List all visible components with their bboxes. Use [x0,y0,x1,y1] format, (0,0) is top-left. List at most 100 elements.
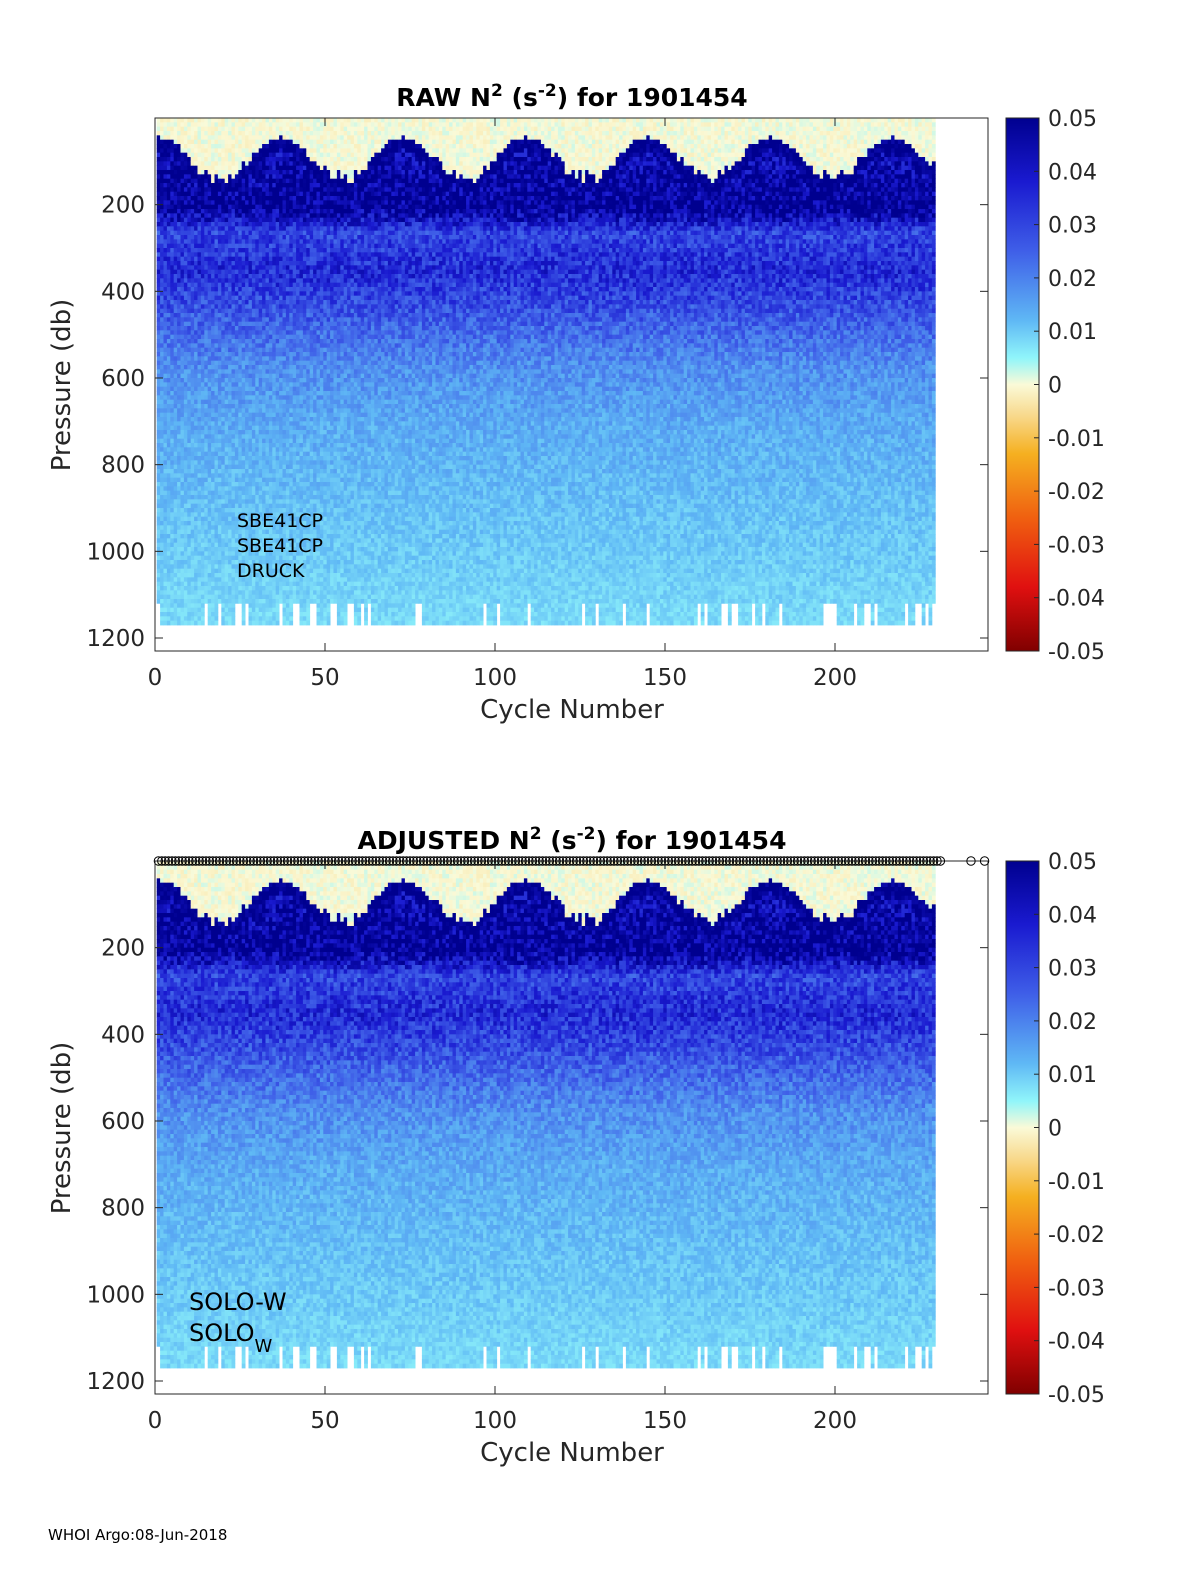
heatmap-cell [174,517,178,522]
heatmap-cell [177,469,181,474]
heatmap-cell [174,317,178,322]
heatmap-cell [164,183,168,188]
heatmap-cell [174,200,178,205]
heatmap-cell [167,174,171,179]
heatmap-cell [170,495,174,500]
heatmap-cell [164,616,168,621]
heatmap-cell [167,465,171,470]
heatmap-cell [170,296,174,301]
heatmap-cell [160,499,164,504]
heatmap-cell [174,439,178,444]
heatmap-cell [177,348,181,353]
heatmap-cell [157,395,161,400]
heatmap-cell [170,309,174,314]
heatmap-cell [170,257,174,262]
heatmap-cell [164,443,168,448]
heatmap-cell [170,417,174,422]
heatmap-cell [167,157,171,162]
heatmap-cell [167,439,171,444]
heatmap-cell [177,356,181,361]
heatmap-cell [174,573,178,578]
heatmap-cell [164,131,168,136]
heatmap-cell [164,382,168,387]
heatmap-cell [164,556,168,561]
heatmap-cell [160,421,164,426]
heatmap-cell [164,404,168,409]
heatmap-cell [160,530,164,535]
heatmap-cell [170,361,174,366]
heatmap-cell [164,248,168,253]
heatmap-cell [160,239,164,244]
heatmap-cell [164,577,168,582]
heatmap-cell [167,265,171,270]
heatmap-cell [177,244,181,249]
heatmap-cell [174,404,178,409]
heatmap-cell [160,560,164,565]
heatmap-cell [164,512,168,517]
heatmap-cell [170,348,174,353]
heatmap-cell [170,248,174,253]
heatmap-cell [174,179,178,184]
heatmap-cell [177,339,181,344]
heatmap-cell [177,417,181,422]
heatmap-cell [157,296,161,301]
heatmap-cell [160,127,164,132]
heatmap-cell [174,170,178,175]
heatmap-cell [170,174,174,179]
heatmap-cell [167,538,171,543]
heatmap-cell [164,387,168,392]
heatmap-cell [174,348,178,353]
heatmap-cell [174,196,178,201]
heatmap-cell [160,231,164,236]
heatmap-cell [157,404,161,409]
heatmap-cell [167,166,171,171]
heatmap-cell [167,517,171,522]
heatmap-cell [157,369,161,374]
heatmap-cell [170,478,174,483]
heatmap-cell [164,395,168,400]
heatmap-cell [157,348,161,353]
heatmap-cell [177,495,181,500]
heatmap-cell [174,270,178,275]
heatmap-cell [177,460,181,465]
heatmap-cell [160,161,164,166]
heatmap-cell [160,226,164,231]
heatmap-cell [160,248,164,253]
heatmap-cell [167,426,171,431]
heatmap-cell [177,512,181,517]
heatmap-cell [174,322,178,327]
heatmap-cell [174,326,178,331]
heatmap-cell [167,213,171,218]
heatmap-cell [157,339,161,344]
heatmap-cell [167,577,171,582]
heatmap-cell [164,560,168,565]
heatmap-cell [160,495,164,500]
heatmap-cell [164,543,168,548]
heatmap-cell [170,170,174,175]
heatmap-cell [167,447,171,452]
heatmap-cell [177,153,181,158]
heatmap-cell [167,118,171,123]
heatmap-cell [167,547,171,552]
heatmap-cell [170,183,174,188]
heatmap-cell [177,352,181,357]
heatmap-cell [167,300,171,305]
heatmap-cell [170,339,174,344]
heatmap-cell [160,257,164,262]
heatmap-cell [167,564,171,569]
heatmap-cell [177,452,181,457]
heatmap-cell [160,170,164,175]
heatmap-cell [174,231,178,236]
heatmap-cell [174,166,178,171]
heatmap-cell [164,538,168,543]
heatmap-cell [164,400,168,405]
heatmap-cell [157,205,161,210]
heatmap-cell [160,291,164,296]
heatmap-cell [160,582,164,587]
heatmap-cell [157,170,161,175]
heatmap-cell [160,209,164,214]
heatmap-cell [164,157,168,162]
heatmap-cell [170,374,174,379]
heatmap-cell [170,148,174,153]
heatmap-cell [157,213,161,218]
